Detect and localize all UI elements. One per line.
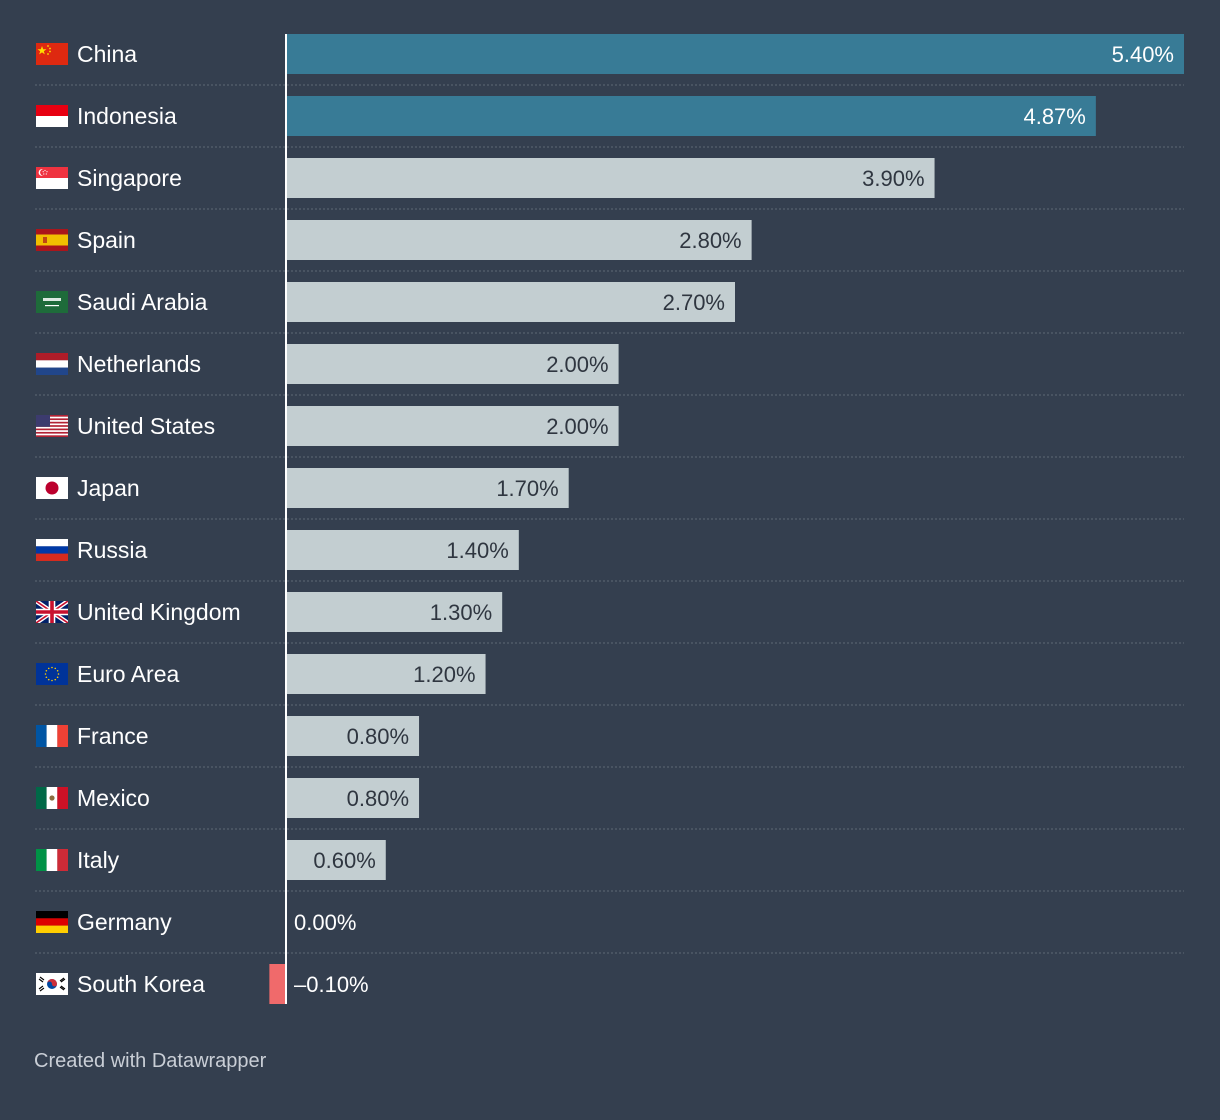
bar-indonesia [286, 96, 1096, 136]
footer-credit: Created with Datawrapper [34, 1050, 267, 1072]
singapore-flag-icon [36, 167, 68, 189]
value-label: 0.80% [347, 724, 409, 749]
value-label: 1.20% [413, 662, 475, 687]
bar-mexico [286, 778, 420, 818]
bar-japan [286, 468, 569, 508]
category-label: Singapore [77, 165, 182, 191]
japan-flag-icon [36, 477, 68, 499]
value-label: 3.90% [862, 166, 924, 191]
russia-flag-icon [36, 539, 68, 561]
bar-euro-area [286, 654, 486, 694]
category-label: Netherlands [77, 351, 202, 377]
germany-flag-icon [36, 911, 68, 933]
bar-south-korea [269, 964, 286, 1004]
category-label: Spain [77, 227, 136, 253]
bar-france [286, 716, 420, 756]
bar-italy [286, 840, 386, 880]
euro-area-flag-icon [36, 663, 68, 685]
bar-netherlands [286, 344, 619, 384]
category-label: United Kingdom [77, 599, 241, 625]
value-label: 2.00% [546, 414, 608, 439]
category-label: China [77, 41, 138, 67]
category-label: France [77, 723, 149, 749]
bar-united-kingdom [286, 592, 503, 632]
value-label: 0.00% [294, 910, 356, 935]
bar-china [286, 34, 1184, 74]
category-label: Indonesia [77, 103, 177, 129]
category-label: Russia [77, 537, 148, 563]
indonesia-flag-icon [36, 105, 68, 127]
bar-saudi-arabia [286, 282, 735, 322]
netherlands-flag-icon [36, 353, 68, 375]
value-label: 1.30% [430, 600, 492, 625]
value-label: –0.10% [294, 972, 369, 997]
category-label: South Korea [77, 971, 205, 997]
mexico-flag-icon [36, 787, 68, 809]
value-label: 2.70% [663, 290, 725, 315]
value-label: 4.87% [1023, 104, 1085, 129]
bar-spain [286, 220, 752, 260]
value-label: 0.60% [313, 848, 375, 873]
value-label: 0.80% [347, 786, 409, 811]
category-label: Mexico [77, 785, 150, 811]
value-label: 1.70% [496, 476, 558, 501]
bar-chart: 5.40% 4.87% 3.90% 2.80% 2.70% 2.00% 2.00% 1.70%… [35, 34, 1184, 1004]
bar-singapore [286, 158, 935, 198]
bar-united-states [286, 406, 619, 446]
category-label: Japan [77, 475, 140, 501]
spain-flag-icon [36, 229, 68, 251]
value-label: 1.40% [446, 538, 508, 563]
category-label: Saudi Arabia [77, 289, 208, 315]
category-label: United States [77, 413, 216, 439]
category-label: Italy [77, 847, 120, 873]
france-flag-icon [36, 725, 68, 747]
united-kingdom-flag-icon [36, 601, 68, 623]
bar-russia [286, 530, 519, 570]
category-label: Euro Area [77, 661, 180, 687]
united-states-flag-icon [36, 415, 68, 437]
value-label: 2.80% [679, 228, 741, 253]
category-label: Germany [77, 909, 172, 935]
china-flag-icon [36, 43, 68, 65]
italy-flag-icon [36, 849, 68, 871]
south-korea-flag-icon [36, 973, 68, 995]
chart-canvas: 5.40% 4.87% 3.90% 2.80% 2.70% 2.00% 2.00% 1.70%… [35, 34, 1184, 1004]
value-label: 2.00% [546, 352, 608, 377]
saudi-arabia-flag-icon [36, 291, 68, 313]
value-label: 5.40% [1112, 42, 1174, 67]
